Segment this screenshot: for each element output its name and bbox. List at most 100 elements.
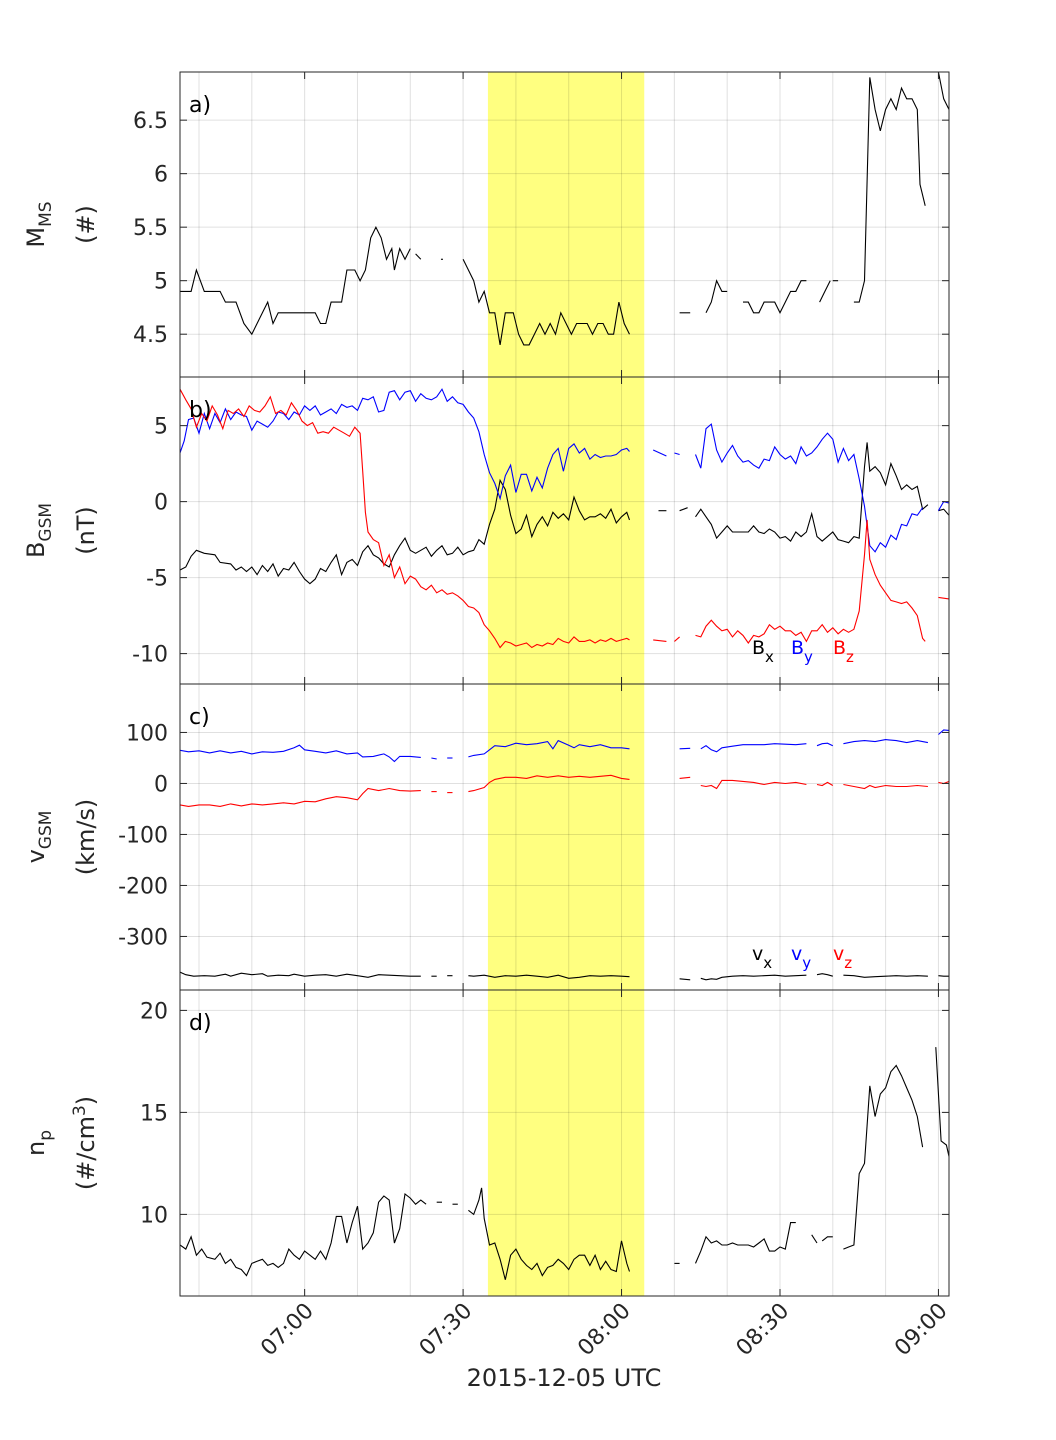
y-axis-label: np: [22, 1130, 56, 1156]
legend: vx vy vz: [752, 943, 852, 972]
series-line-y: [180, 744, 421, 763]
series-line-x: [468, 974, 630, 979]
x-tick-label: 08:00: [573, 1299, 636, 1362]
series-group: [180, 729, 949, 981]
y-tick-label: 5.5: [133, 216, 168, 241]
series-line-main: [821, 1236, 833, 1242]
y-tick-label: 10: [140, 1203, 168, 1228]
y-axis-unit: (nT): [72, 506, 100, 555]
series-line-y: [937, 500, 949, 511]
grid: [180, 990, 949, 1296]
x-tick-label: 07:30: [415, 1299, 478, 1362]
x-tick-label: 09:00: [890, 1299, 953, 1362]
legend-entry-y: By: [791, 637, 813, 666]
y-axis-label: vGSM: [22, 811, 56, 864]
panel-d: 10 15 20 d) np (#/cm3): [22, 989, 950, 1297]
legend: Bx By Bz: [752, 637, 854, 666]
panel-letter: a): [189, 93, 211, 118]
series-line-z: [938, 780, 949, 785]
series-line-x: [938, 975, 949, 977]
series-line-z: [653, 639, 667, 642]
y-tick-label: 6.5: [133, 109, 168, 134]
series-line-main: [462, 259, 630, 346]
series-line-y: [694, 423, 924, 553]
series-line-z: [468, 774, 630, 793]
legend-entry-z: Bz: [833, 637, 854, 666]
series-line-z: [695, 519, 926, 644]
legend-entry-z: vz: [833, 943, 852, 972]
y-tick-label: 100: [126, 721, 168, 746]
series-line-main: [705, 279, 728, 314]
series-line-main: [180, 1192, 427, 1277]
panel-c: -300 -200 -100 0 100 c) vGSM (km/s) vx vy vz: [22, 683, 950, 991]
panel-letter: d): [189, 1011, 212, 1036]
series-line-main: [843, 1064, 924, 1250]
panel-a: 4.5 5 5.5 6 6.5 a) MMS (#): [22, 71, 950, 378]
series-line-y: [816, 742, 834, 747]
series-line-main: [468, 1187, 631, 1280]
y-tick-label: -100: [118, 823, 168, 848]
y-tick-label: 5: [154, 415, 168, 440]
series-line-main: [937, 72, 949, 114]
highlight-band: [487, 72, 645, 377]
legend-entry-y: vy: [791, 943, 811, 972]
grid: [180, 684, 949, 990]
series-group: [180, 388, 949, 649]
y-tick-label: 20: [140, 999, 168, 1024]
series-line-z: [180, 787, 421, 807]
series-group: [180, 1047, 949, 1280]
y-tick-label: 15: [140, 1101, 168, 1126]
series-line-z: [674, 636, 680, 642]
series-group: [180, 72, 949, 346]
highlight-band: [487, 990, 645, 1296]
y-tick-label: 6: [154, 163, 168, 188]
series-line-y: [679, 747, 691, 750]
series-line-x: [700, 974, 807, 981]
y-tick-label: -200: [118, 874, 168, 899]
x-axis: 07:00 07:30 08:00 08:30 09:00: [256, 1299, 952, 1362]
series-line-x: [843, 974, 928, 978]
series-line-x: [816, 973, 833, 977]
x-axis-label: 2015-12-05 UTC: [467, 1364, 662, 1392]
series-line-main: [853, 77, 926, 303]
series-line-x: [679, 507, 688, 512]
y-tick-label: 0: [154, 491, 168, 516]
y-tick-label: -300: [118, 925, 168, 950]
series-line-main: [811, 1234, 818, 1244]
y-tick-label: -5: [146, 567, 168, 592]
series-line-y: [180, 388, 630, 501]
series-line-y: [938, 729, 949, 735]
legend-entry-x: vx: [752, 943, 772, 972]
series-line-y: [700, 743, 807, 753]
series-line-main: [415, 253, 422, 260]
highlight-band: [487, 684, 645, 990]
y-axis-label: MMS: [22, 201, 56, 247]
series-line-main: [935, 1047, 949, 1160]
y-axis-label: BGSM: [22, 503, 56, 558]
series-line-z: [938, 596, 949, 601]
series-line-z: [843, 783, 928, 790]
panel-letter: c): [189, 705, 210, 730]
series-line-x: [695, 442, 929, 544]
series-line-z: [679, 776, 691, 779]
y-axis-unit: (km/s): [72, 799, 100, 876]
series-line-y: [652, 449, 667, 457]
series-line-x: [679, 978, 691, 981]
highlight-band: [487, 377, 645, 684]
x-tick-label: 07:00: [256, 1299, 319, 1362]
series-line-y: [674, 452, 680, 456]
series-line-y: [431, 757, 437, 760]
legend-entry-x: Bx: [752, 637, 774, 666]
panel-letter: b): [189, 398, 212, 423]
grid: [180, 72, 949, 377]
series-line-main: [743, 280, 807, 315]
series-line-x: [180, 971, 421, 978]
y-axis-unit: (#): [72, 205, 100, 244]
series-line-main: [819, 280, 831, 303]
y-tick-label: 5: [154, 270, 168, 295]
series-line-main: [694, 1222, 796, 1264]
y-axis-unit: (#/cm3): [70, 1096, 100, 1190]
x-tick-label: 08:30: [732, 1299, 795, 1362]
y-tick-label: 0: [154, 772, 168, 797]
